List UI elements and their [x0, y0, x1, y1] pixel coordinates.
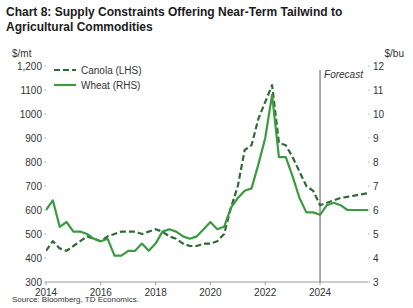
y-tick [44, 210, 46, 211]
y-label: $/mt [12, 48, 32, 59]
y-tick-label: 1,200 [17, 61, 42, 72]
forecast-line [320, 70, 321, 282]
series-line [46, 95, 368, 256]
legend-label: Canola (LHS) [81, 65, 142, 76]
legend-swatch [54, 69, 76, 71]
y2-tick-label: 10 [373, 109, 385, 120]
y2-tick-label: 5 [373, 229, 379, 240]
y-tick-label: 700 [25, 181, 42, 192]
plot-area [46, 85, 368, 255]
y2-tick-label: 3 [373, 277, 379, 288]
y2-tick [368, 210, 370, 211]
y-tick-label: 1100 [20, 85, 42, 96]
y2-tick-label: 11 [373, 85, 384, 96]
y-tick [44, 162, 46, 163]
x-tick-label: 2018 [144, 287, 167, 298]
y-tick-label: 800 [25, 157, 42, 168]
y2-tick [368, 234, 370, 235]
chart: Chart 8: Supply Constraints Offering Nea… [0, 0, 413, 308]
title-line: Agricultural Commodities [6, 20, 153, 34]
source: Source: Bloomberg, TD Economics. [12, 295, 139, 304]
x-tick-label: 2020 [199, 287, 222, 298]
y-tick-label: 500 [25, 229, 42, 240]
y-tick [44, 258, 46, 259]
x-tick-label: 2024 [309, 287, 332, 298]
y2-tick [368, 282, 370, 283]
y-tick [44, 114, 46, 115]
y-tick [44, 90, 46, 91]
y2-tick-label: 4 [373, 253, 379, 264]
y2-tick [368, 186, 370, 187]
y2-tick-label: 6 [373, 205, 379, 216]
y-tick [44, 186, 46, 187]
y-tick-label: 900 [25, 133, 42, 144]
y-tick [44, 138, 46, 139]
x-tick-label: 2022 [254, 287, 277, 298]
title: Chart 8: Supply Constraints Offering Nea… [6, 5, 342, 34]
title-line: Chart 8: Supply Constraints Offering Nea… [6, 5, 342, 19]
y2-tick [368, 114, 370, 115]
y-tick-label: 1000 [20, 109, 43, 120]
y2-tick [368, 258, 370, 259]
y-tick [44, 234, 46, 235]
y2-tick [368, 162, 370, 163]
y-tick [44, 66, 46, 67]
background [0, 0, 413, 308]
y-tick-label: 400 [25, 253, 42, 264]
y2-tick [368, 66, 370, 67]
legend-label: Wheat (RHS) [81, 80, 140, 91]
y2-tick [368, 90, 370, 91]
y2-tick-label: 9 [373, 133, 379, 144]
y2-tick-label: 8 [373, 157, 379, 168]
y2-label: $/bu [385, 48, 404, 59]
y2-tick [368, 138, 370, 139]
y-tick-label: 600 [25, 205, 42, 216]
y-tick-label: 300 [25, 277, 42, 288]
y2-tick-label: 7 [373, 181, 379, 192]
annotation: Forecast [324, 69, 364, 80]
y2-tick-label: 12 [373, 61, 385, 72]
legend-swatch [54, 84, 76, 86]
